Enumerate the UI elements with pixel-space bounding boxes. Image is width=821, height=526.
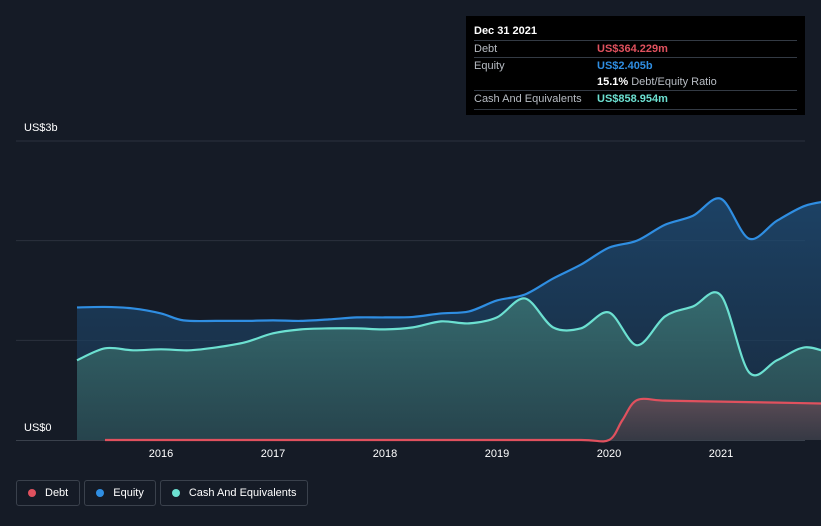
equity-legend-dot xyxy=(96,489,105,497)
tooltip-equity-label: Equity xyxy=(474,60,505,72)
debt-line xyxy=(105,397,821,443)
tooltip-equity-row: Equity US$2.405b xyxy=(474,57,797,74)
x-tick-label-2017: 2017 xyxy=(261,448,285,460)
y-axis-top-label: US$3b xyxy=(24,122,58,134)
cash-line xyxy=(76,291,821,377)
x-tick-label-2019: 2019 xyxy=(485,448,509,460)
legend-label-cash: Cash And Equivalents xyxy=(188,487,297,499)
tooltip-cash-value: US$858.954m xyxy=(597,93,668,105)
x-tick-label-2021: 2021 xyxy=(709,448,733,460)
cash-legend-dot xyxy=(171,489,180,497)
legend-item-cash[interactable]: Cash And Equivalents xyxy=(159,480,309,506)
legend-label-debt: Debt xyxy=(45,487,69,499)
equity-line xyxy=(76,197,821,323)
tooltip-date: Dec 31 2021 xyxy=(474,25,537,37)
x-tick-label-2016: 2016 xyxy=(149,448,173,460)
tooltip-debt-value: US$364.229m xyxy=(597,43,668,55)
chart-tooltip: Dec 31 2021 Debt US$364.229m Equity US$2… xyxy=(466,16,805,115)
tooltip-debt-row: Debt US$364.229m xyxy=(474,40,797,57)
legend-item-debt[interactable]: Debt xyxy=(16,480,81,506)
tooltip-ratio-label: Debt/Equity Ratio xyxy=(631,76,717,88)
tooltip-cash-row: Cash And Equivalents US$858.954m xyxy=(474,90,797,107)
tooltip-equity-value: US$2.405b xyxy=(597,60,653,72)
tooltip-cash-label: Cash And Equivalents xyxy=(474,93,582,105)
y-axis-bottom-label: US$0 xyxy=(24,422,52,434)
tooltip-debt-label: Debt xyxy=(474,43,498,55)
debt-area xyxy=(105,398,821,442)
legend-item-equity[interactable]: Equity xyxy=(84,480,156,506)
tooltip-ratio-value: 15.1% xyxy=(597,76,629,88)
x-tick-label-2020: 2020 xyxy=(597,448,621,460)
chart-legend: Debt Equity Cash And Equivalents xyxy=(16,480,312,506)
tooltip-ratio-row: 15.1% Debt/Equity Ratio xyxy=(474,74,797,90)
legend-label-equity: Equity xyxy=(113,487,144,499)
x-tick-label-2018: 2018 xyxy=(373,448,397,460)
debt-legend-dot xyxy=(28,489,36,497)
